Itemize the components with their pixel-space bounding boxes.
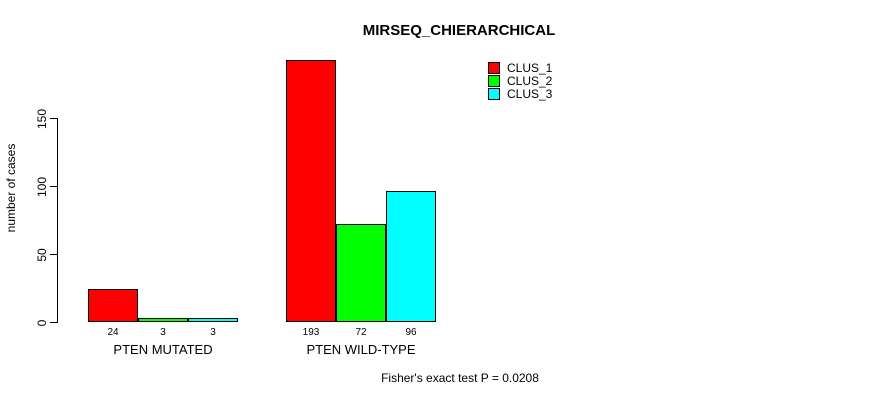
legend-label: CLUS_3 bbox=[507, 87, 553, 101]
legend-item-clus_2: CLUS_2 bbox=[488, 75, 552, 87]
y-tick-mark bbox=[50, 186, 57, 187]
bar-clus_1-2 bbox=[286, 60, 336, 322]
legend-swatch-clus_3 bbox=[488, 88, 500, 100]
bar-clus_3-2 bbox=[386, 191, 436, 322]
legend-label: CLUS_1 bbox=[507, 61, 553, 75]
legend-swatch-clus_2 bbox=[488, 75, 500, 87]
chart-title: MIRSEQ_CHIERARCHICAL bbox=[362, 22, 556, 39]
bar-value-label: 3 bbox=[210, 327, 216, 338]
y-tick-label: 50 bbox=[35, 247, 49, 262]
bar-value-label: 72 bbox=[355, 327, 367, 338]
y-tick-label: 0 bbox=[35, 319, 49, 326]
bar-value-label: 3 bbox=[160, 327, 166, 338]
category-label: PTEN MUTATED bbox=[113, 342, 213, 357]
y-axis-title: number of cases bbox=[4, 143, 18, 233]
bar-clus_2-1 bbox=[138, 318, 188, 322]
chart-legend: CLUS_1 CLUS_2 CLUS_3 bbox=[488, 62, 552, 100]
bar-clus_3-1 bbox=[188, 318, 238, 322]
y-tick-mark bbox=[50, 254, 57, 255]
bar-clus_1-1 bbox=[88, 289, 138, 322]
stat-test-annotation: Fisher's exact test P = 0.0208 bbox=[381, 371, 539, 385]
legend-label: CLUS_2 bbox=[507, 74, 553, 88]
legend-item-clus_3: CLUS_3 bbox=[488, 88, 552, 100]
y-tick-label: 100 bbox=[35, 176, 49, 197]
bar-value-label: 96 bbox=[405, 327, 417, 338]
y-axis-line bbox=[57, 118, 58, 323]
bar-value-label: 193 bbox=[302, 327, 320, 338]
category-label: PTEN WILD-TYPE bbox=[306, 342, 416, 357]
y-tick-mark bbox=[50, 322, 57, 323]
bar-clus_2-2 bbox=[336, 224, 386, 322]
y-tick-mark bbox=[50, 118, 57, 119]
legend-item-clus_1: CLUS_1 bbox=[488, 62, 552, 74]
legend-swatch-clus_1 bbox=[488, 62, 500, 74]
y-tick-label: 150 bbox=[35, 108, 49, 129]
bar-value-label: 24 bbox=[107, 327, 119, 338]
